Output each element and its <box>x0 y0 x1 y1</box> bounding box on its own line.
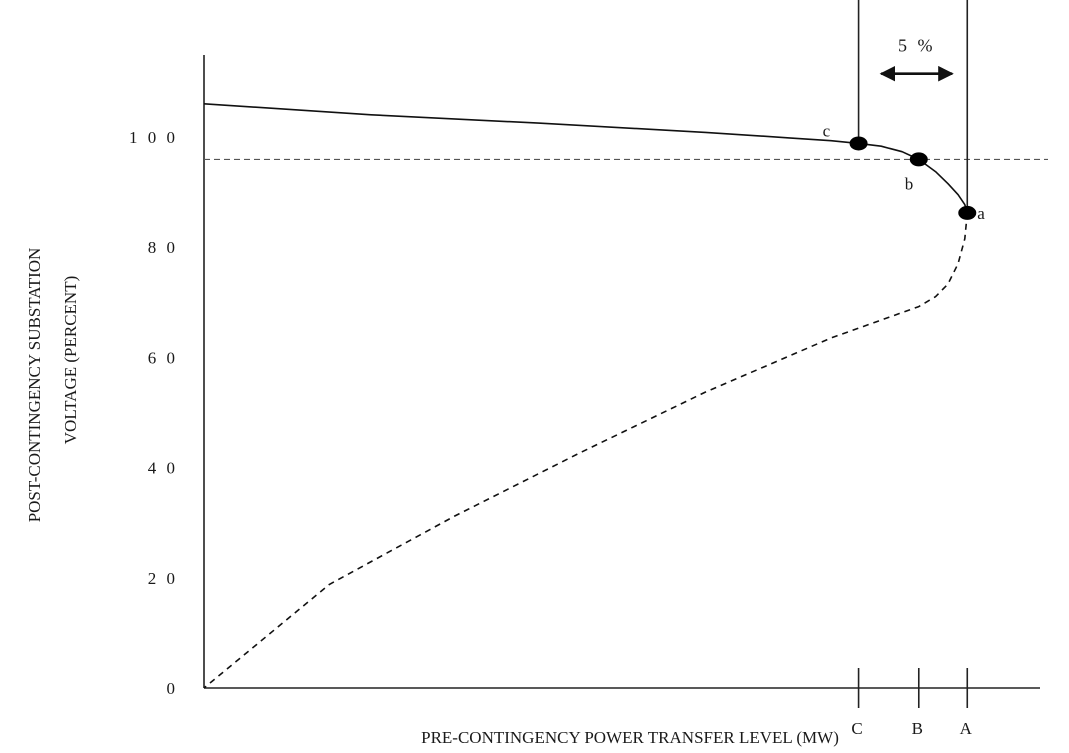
y-tick-label: 0 <box>167 679 179 698</box>
unstable-branch-curve <box>203 212 969 689</box>
x-axis-title: PRE-CONTINGENCY POWER TRANSFER LEVEL (MW… <box>421 728 839 747</box>
pv-curves <box>203 103 969 689</box>
point-label-a: a <box>977 204 985 223</box>
y-axis-title-line-1: POST-CONTINGENCY SUBSTATION <box>25 248 44 523</box>
axes <box>203 55 1040 689</box>
point-b <box>909 152 928 167</box>
point-label-c: c <box>823 121 831 140</box>
reference-lines <box>204 0 1048 213</box>
x-tick-label: A <box>960 719 975 738</box>
x-tick-label: C <box>851 719 865 738</box>
y-tick-label: 1 0 0 <box>129 128 178 147</box>
point-label-b: b <box>905 174 914 193</box>
y-tick-labels: 0 2 0 4 0 6 0 8 0 1 0 0 <box>129 128 179 698</box>
y-axis-title-line-2: VOLTAGE (PERCENT) <box>61 276 80 444</box>
stable-branch-curve <box>203 103 969 214</box>
y-axis-title: POST-CONTINGENCY SUBSTATION VOLTAGE (PER… <box>25 248 80 523</box>
y-tick-label: 2 0 <box>148 569 178 588</box>
five-percent-label: 5 % <box>898 36 936 56</box>
annotations: 5 % <box>879 36 954 82</box>
x-tick-label: B <box>912 719 926 738</box>
y-tick-label: 8 0 <box>148 238 178 257</box>
point-c <box>849 136 868 151</box>
point-a <box>958 205 977 220</box>
y-tick-label: 6 0 <box>148 348 178 367</box>
y-tick-label: 4 0 <box>148 459 178 478</box>
operating-points: c b a <box>823 121 986 222</box>
